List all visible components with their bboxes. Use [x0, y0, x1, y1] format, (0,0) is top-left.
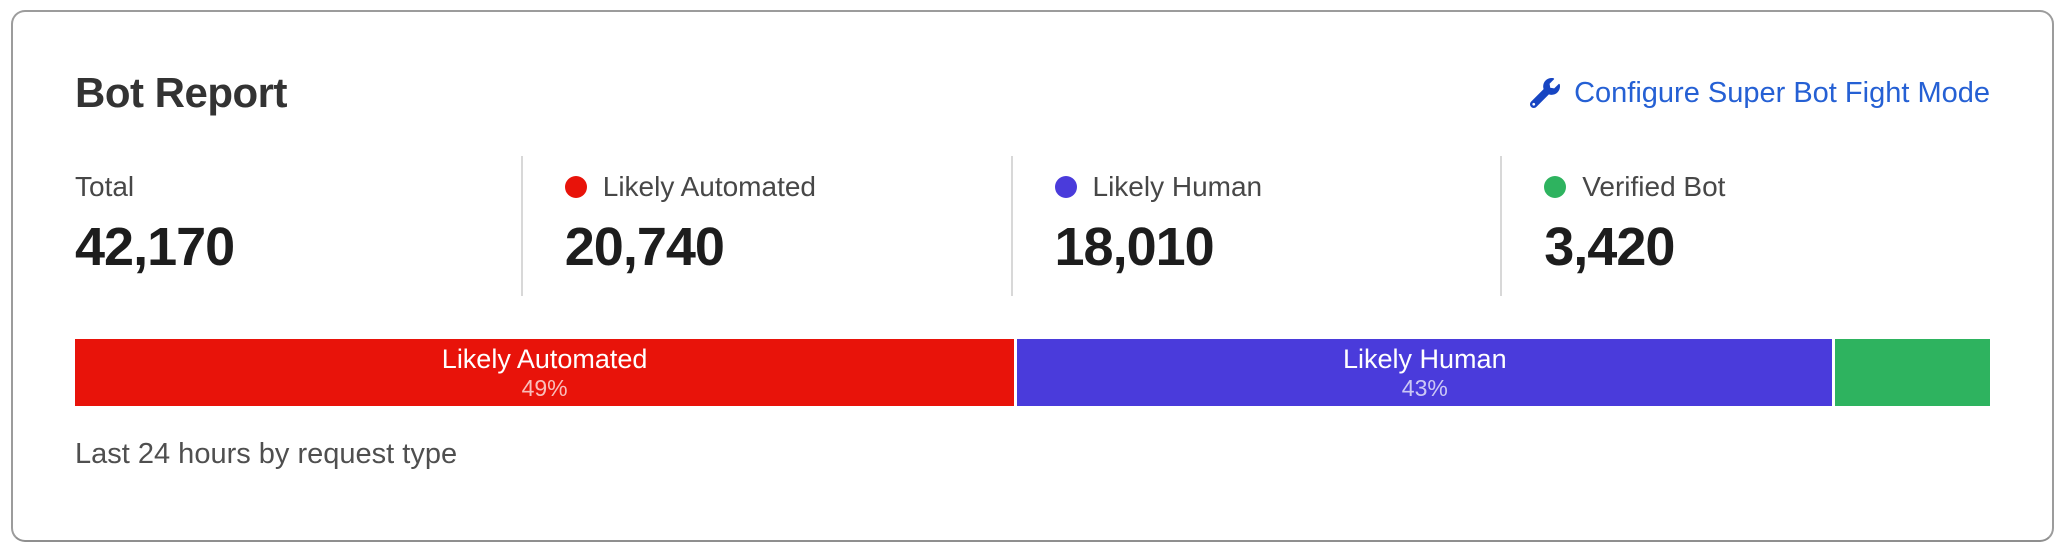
stat-value: 3,420 [1544, 217, 1675, 277]
stat-value: 18,010 [1054, 217, 1215, 277]
stat-label: Likely Human [1092, 171, 1263, 202]
bar-segment-likely-automated[interactable]: Likely Automated 49% [75, 339, 1015, 406]
stat-label: Verified Bot [1582, 171, 1726, 202]
stat-verified-bot: Verified Bot 3,420 [1500, 156, 1990, 296]
configure-link-label: Configure Super Bot Fight Mode [1574, 77, 1990, 109]
bar-segment-percent: 43% [1401, 375, 1448, 401]
stat-value: 42,170 [75, 217, 235, 277]
stats-row: Total 42,170 Likely Automated 20,740 Lik… [75, 156, 1990, 296]
bar-segment-label: Likely Human [1343, 344, 1507, 374]
bot-report-card: Bot Report Configure Super Bot Fight Mod… [11, 10, 2054, 542]
likely-automated-dot-icon [564, 176, 587, 198]
stat-label: Likely Automated [602, 171, 816, 202]
stat-value: 20,740 [564, 217, 725, 277]
bar-segment-label: Likely Automated [441, 344, 648, 374]
stat-label: Total [75, 171, 135, 202]
time-range-caption: Last 24 hours by request type [75, 438, 458, 470]
page-title: Bot Report [75, 69, 287, 116]
likely-human-dot-icon [1054, 176, 1077, 198]
configure-super-bot-fight-mode-link[interactable]: Configure Super Bot Fight Mode [1530, 76, 1990, 110]
bar-segment-likely-human[interactable]: Likely Human 43% [1017, 339, 1833, 406]
stat-likely-automated: Likely Automated 20,740 [520, 156, 1011, 296]
bar-segment-verified-bot[interactable] [1835, 339, 1990, 406]
stat-total: Total 42,170 [75, 156, 521, 296]
wrench-icon [1530, 78, 1561, 108]
request-type-stacked-bar: Likely Automated 49% Likely Human 43% [75, 339, 1990, 406]
card-header: Bot Report Configure Super Bot Fight Mod… [75, 68, 1990, 118]
verified-bot-dot-icon [1544, 176, 1567, 198]
stat-likely-human: Likely Human 18,010 [1010, 156, 1501, 296]
bar-segment-percent: 49% [521, 375, 568, 401]
